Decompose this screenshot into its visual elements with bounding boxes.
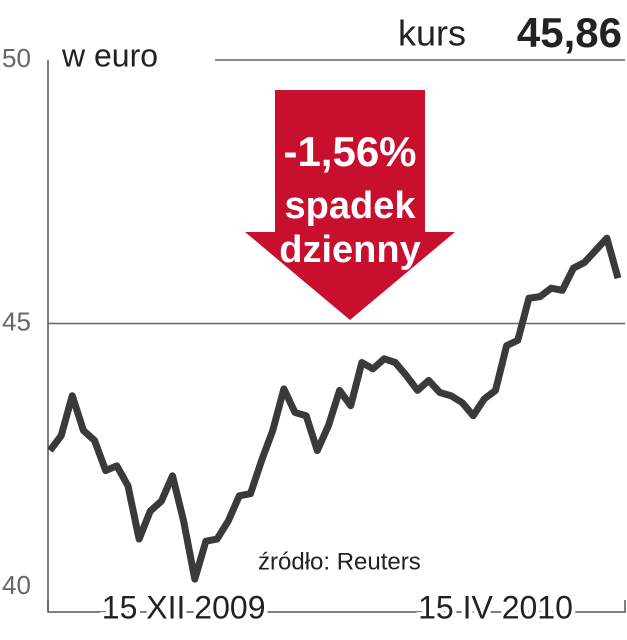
y-tick-label: 50	[2, 43, 31, 73]
y-tick-label: 45	[2, 306, 31, 336]
y-axis-label: w euro	[61, 37, 158, 73]
x-tick-label: 15 IV 2010	[418, 589, 573, 625]
source: źródło: Reuters	[258, 548, 421, 575]
price-line	[47, 234, 622, 583]
annotation-text: dzienny	[279, 229, 420, 271]
header-label: kurs	[398, 13, 466, 54]
annotation-text: spadek	[285, 185, 417, 227]
annotation-change: -1,56%	[283, 128, 416, 175]
header-value: 45,86	[517, 9, 622, 56]
y-tick-label: 40	[2, 570, 31, 600]
arrow	[245, 90, 455, 320]
x-tick-label: 15 XII 2009	[102, 589, 266, 625]
x-bracket	[47, 600, 626, 613]
